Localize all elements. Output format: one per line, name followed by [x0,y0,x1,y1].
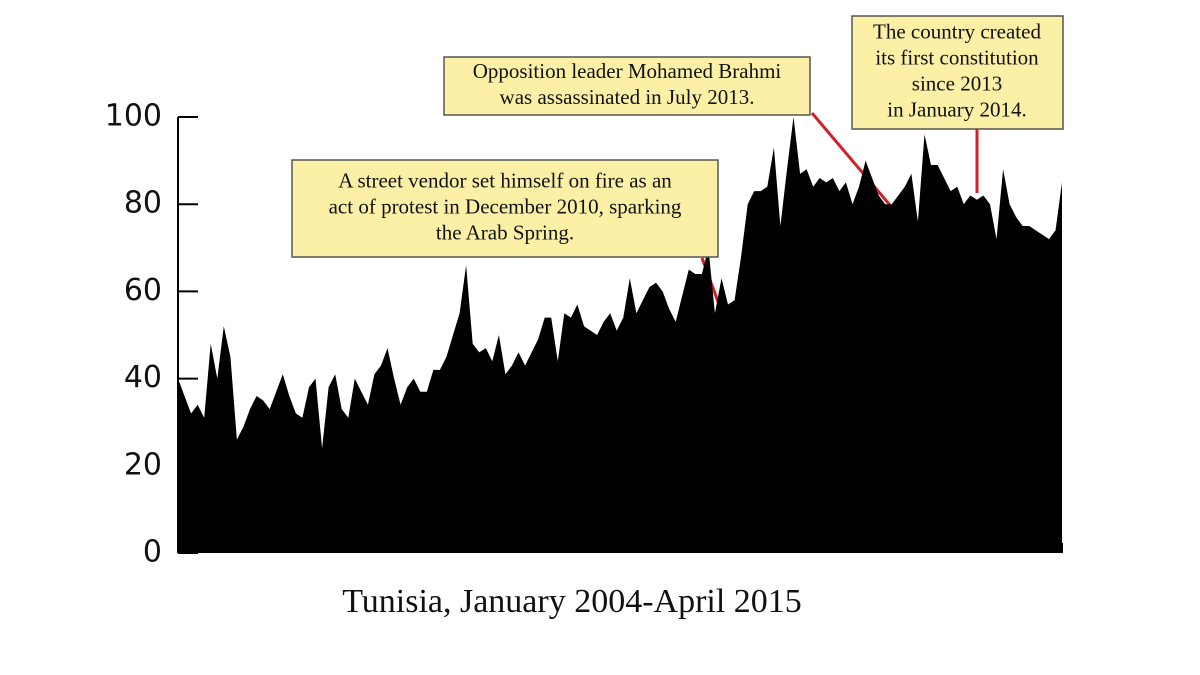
annotation: A street vendor set himself on fire as a… [291,159,719,258]
annotation-text: act of protest in December 2010, sparkin… [329,194,682,218]
annotation-text: since 2013 [912,71,1002,95]
y-tick-label: 80 [124,186,162,221]
annotation-text: A street vendor set himself on fire as a… [338,168,672,192]
y-tick-label: 0 [143,535,162,570]
annotation-text: in January 2014. [887,97,1026,121]
annotation-text: its first constitution [875,45,1039,69]
y-tick-label: 40 [124,360,162,395]
chart-title: Tunisia, January 2004-April 2015 [342,583,802,620]
annotation-text: was assassinated in July 2013. [500,85,755,109]
annotation-box [291,159,719,258]
area [178,117,1062,553]
annotation-box [443,56,811,116]
y-tick-label: 100 [105,99,162,134]
y-tick-label: 20 [124,447,162,482]
annotation-text: the Arab Spring. [436,220,574,244]
annotation-box [851,15,1064,130]
annotation-text: Opposition leader Mohamed Brahmi [473,59,782,83]
annotation-text: The country created [873,19,1041,43]
y-tick-label: 60 [124,273,162,308]
